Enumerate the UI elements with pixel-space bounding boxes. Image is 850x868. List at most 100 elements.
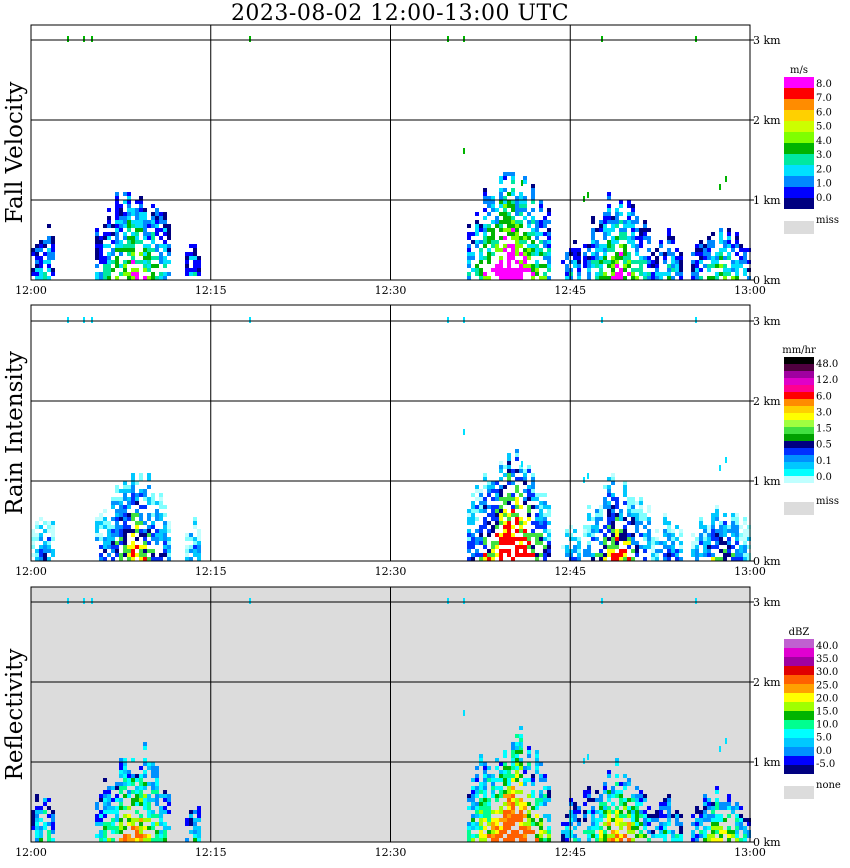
echo-cell — [619, 810, 623, 814]
echo-cell — [599, 272, 603, 276]
echo-cell — [167, 244, 171, 248]
echo-cell — [151, 248, 155, 252]
echo-cell — [189, 256, 193, 260]
echo-cell — [135, 501, 139, 505]
legend-unit: dBZ — [789, 627, 810, 638]
echo-cell — [123, 264, 127, 268]
echo-cell — [547, 818, 551, 822]
echo-cell — [507, 782, 511, 786]
echo-cell — [569, 557, 573, 561]
echo-cell — [119, 224, 123, 228]
echo-cell — [583, 533, 587, 537]
echo-cell — [539, 232, 543, 236]
echo-cell — [519, 766, 523, 770]
echo-cell — [731, 517, 735, 521]
echo-cell — [599, 802, 603, 806]
echo-cell — [619, 228, 623, 232]
echo-cell — [623, 798, 627, 802]
echo-cell — [711, 264, 715, 268]
legend-swatch — [784, 448, 814, 455]
echo-cell — [99, 260, 103, 264]
echo-cell — [587, 533, 591, 537]
echo-cell — [531, 268, 535, 272]
echo-cell — [131, 501, 135, 505]
echo-cell — [515, 734, 519, 738]
echo-cell — [143, 276, 147, 280]
echo-cell — [111, 537, 115, 541]
echo-cell — [543, 521, 547, 525]
echo-cell — [127, 553, 131, 557]
echo-cell — [635, 545, 639, 549]
y-tick-label: 0 km — [753, 274, 781, 287]
echo-cell — [131, 798, 135, 802]
echo-cell — [727, 834, 731, 838]
echo-cell — [503, 188, 507, 192]
echo-cell — [591, 553, 595, 557]
echo-speck — [601, 598, 603, 604]
legend-label: 0.0 — [816, 746, 832, 757]
echo-cell — [115, 240, 119, 244]
echo-cell — [479, 272, 483, 276]
echo-cell — [707, 834, 711, 838]
echo-cell — [197, 838, 201, 842]
echo-cell — [731, 810, 735, 814]
echo-cell — [95, 272, 99, 276]
echo-cell — [155, 216, 159, 220]
echo-cell — [127, 244, 131, 248]
echo-cell — [139, 794, 143, 798]
echo-cell — [655, 834, 659, 838]
echo-cell — [155, 276, 159, 280]
echo-cell — [565, 834, 569, 838]
echo-cell — [479, 758, 483, 762]
echo-cell — [107, 252, 111, 256]
legend-label: 1.0 — [816, 179, 832, 190]
echo-cell — [39, 806, 43, 810]
echo-cell — [139, 545, 143, 549]
echo-cell — [483, 545, 487, 549]
echo-cell — [507, 798, 511, 802]
echo-cell — [487, 228, 491, 232]
echo-cell — [503, 509, 507, 513]
echo-cell — [723, 525, 727, 529]
echo-cell — [35, 826, 39, 830]
echo-cell — [167, 794, 171, 798]
echo-cell — [667, 802, 671, 806]
echo-cell — [99, 521, 103, 525]
echo-cell — [711, 513, 715, 517]
legend-missing-label: miss — [816, 215, 839, 226]
echo-cell — [515, 537, 519, 541]
echo-cell — [619, 798, 623, 802]
echo-cell — [539, 505, 543, 509]
echo-cell — [51, 818, 55, 822]
echo-cell — [479, 541, 483, 545]
echo-cell — [511, 762, 515, 766]
echo-cell — [123, 758, 127, 762]
echo-cell — [727, 806, 731, 810]
echo-cell — [515, 469, 519, 473]
echo-cell — [189, 533, 193, 537]
echo-cell — [111, 268, 115, 272]
legend-swatch — [784, 684, 814, 693]
echo-cell — [615, 240, 619, 244]
echo-cell — [587, 248, 591, 252]
echo-cell — [143, 216, 147, 220]
echo-cell — [615, 505, 619, 509]
echo-cell — [43, 549, 47, 553]
echo-cell — [155, 802, 159, 806]
echo-cell — [123, 770, 127, 774]
echo-cell — [591, 537, 595, 541]
echo-cell — [115, 529, 119, 533]
echo-cell — [511, 180, 515, 184]
echo-cell — [503, 549, 507, 553]
echo-cell — [99, 794, 103, 798]
echo-cell — [31, 248, 35, 252]
echo-cell — [103, 545, 107, 549]
legend-missing-label: none — [816, 780, 841, 791]
echo-cell — [655, 260, 659, 264]
echo-cell — [159, 272, 163, 276]
echo-speck — [91, 36, 93, 42]
echo-cell — [471, 553, 475, 557]
echo-cell — [599, 224, 603, 228]
echo-cell — [499, 818, 503, 822]
echo-cell — [147, 268, 151, 272]
